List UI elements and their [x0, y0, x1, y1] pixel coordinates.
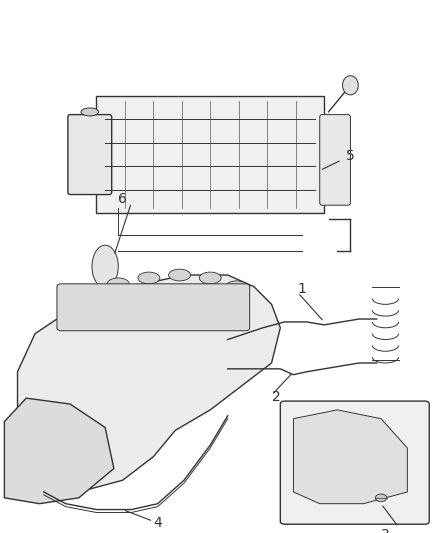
- Polygon shape: [293, 410, 407, 504]
- Circle shape: [375, 494, 387, 502]
- Text: 1: 1: [298, 281, 307, 296]
- Ellipse shape: [107, 278, 129, 290]
- Text: 4: 4: [153, 516, 162, 530]
- Polygon shape: [4, 398, 114, 504]
- Ellipse shape: [81, 108, 99, 116]
- Bar: [96, 96, 324, 213]
- Circle shape: [343, 76, 358, 95]
- Ellipse shape: [138, 272, 160, 284]
- Text: 2: 2: [272, 390, 280, 404]
- Ellipse shape: [169, 269, 191, 281]
- FancyBboxPatch shape: [320, 115, 350, 205]
- Ellipse shape: [226, 281, 247, 293]
- Ellipse shape: [199, 272, 221, 284]
- Ellipse shape: [92, 245, 118, 288]
- Ellipse shape: [77, 287, 99, 298]
- FancyBboxPatch shape: [280, 401, 429, 524]
- Polygon shape: [18, 275, 280, 492]
- Text: 5: 5: [346, 149, 355, 163]
- Text: 3: 3: [381, 528, 390, 533]
- Text: 6: 6: [118, 191, 127, 206]
- FancyBboxPatch shape: [68, 115, 112, 195]
- FancyBboxPatch shape: [57, 284, 250, 330]
